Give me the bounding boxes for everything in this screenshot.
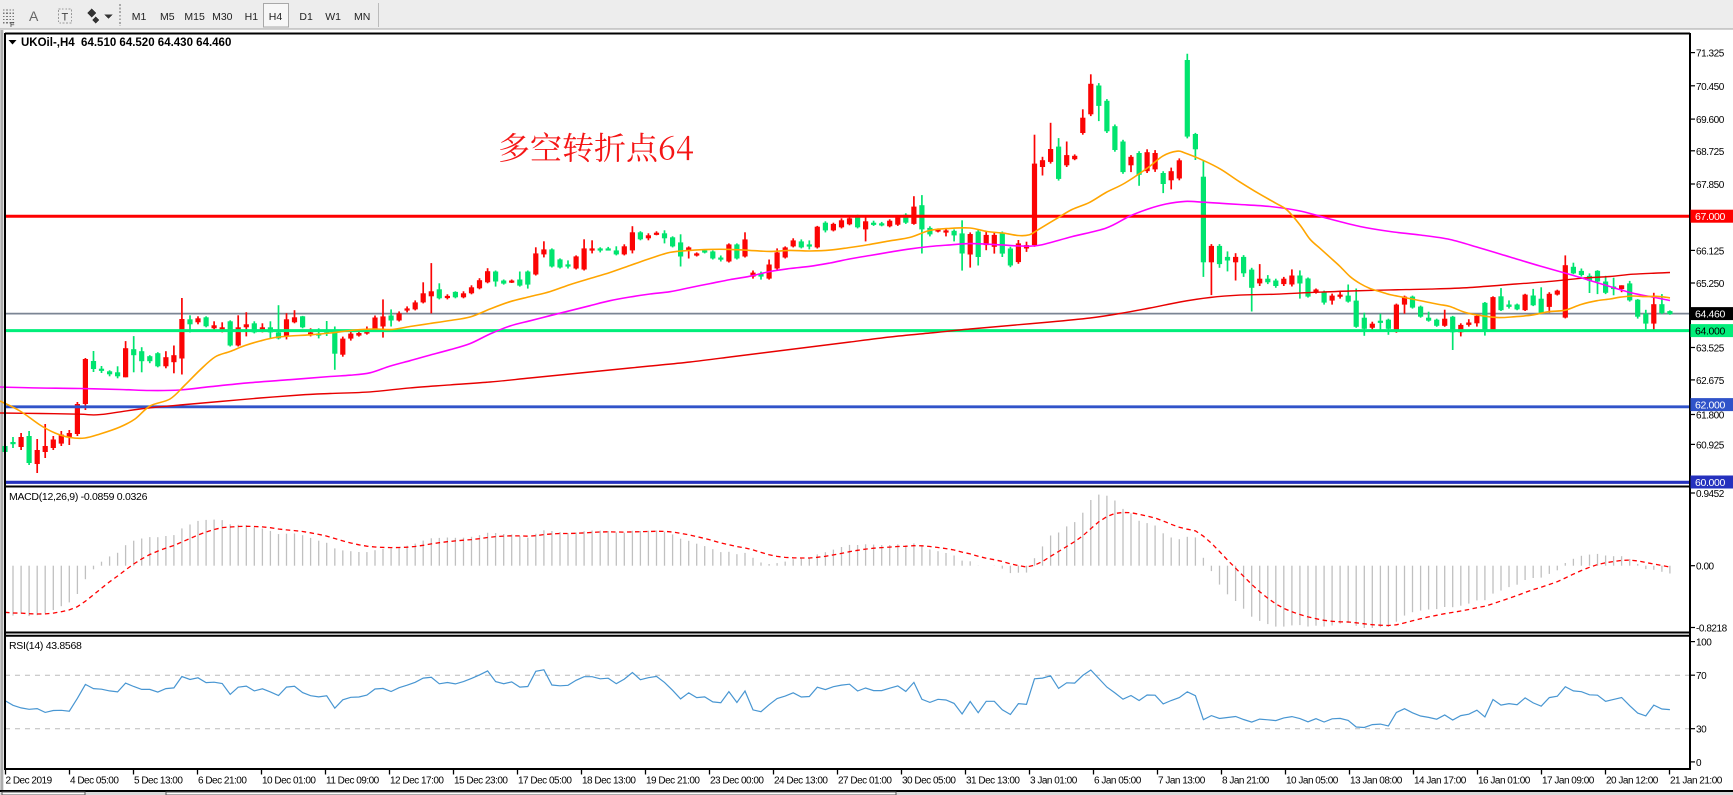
svg-text:67.000: 67.000	[1695, 211, 1726, 223]
svg-text:100: 100	[1696, 638, 1712, 649]
svg-text:20 Jan 12:00: 20 Jan 12:00	[1606, 776, 1659, 787]
svg-text:60.925: 60.925	[1696, 440, 1725, 451]
svg-text:64.000: 64.000	[1695, 326, 1726, 338]
svg-text:17 Jan 09:00: 17 Jan 09:00	[1542, 776, 1595, 787]
svg-text:0: 0	[1696, 758, 1702, 769]
svg-text:M5: M5	[160, 11, 175, 23]
svg-text:30 Dec 05:00: 30 Dec 05:00	[902, 776, 956, 787]
svg-text:D1: D1	[299, 11, 313, 23]
svg-text:23 Dec 00:00: 23 Dec 00:00	[710, 776, 764, 787]
svg-text:13 Jan 08:00: 13 Jan 08:00	[1350, 776, 1403, 787]
svg-text:17 Dec 05:00: 17 Dec 05:00	[518, 776, 572, 787]
svg-text:M1: M1	[132, 11, 147, 23]
svg-text:63.525: 63.525	[1696, 344, 1725, 355]
svg-text:18 Dec 13:00: 18 Dec 13:00	[582, 776, 636, 787]
svg-text:12 Dec 17:00: 12 Dec 17:00	[390, 776, 444, 787]
svg-text:70: 70	[1696, 671, 1707, 682]
svg-text:3 Jan 01:00: 3 Jan 01:00	[1030, 776, 1078, 787]
svg-text:27 Dec 01:00: 27 Dec 01:00	[838, 776, 892, 787]
svg-text:MACD(12,26,9) -0.0859 0.0326: MACD(12,26,9) -0.0859 0.0326	[9, 491, 148, 503]
svg-text:10 Jan 05:00: 10 Jan 05:00	[1286, 776, 1339, 787]
svg-text:21 Jan 21:00: 21 Jan 21:00	[1670, 776, 1723, 787]
svg-text:H4: H4	[269, 11, 283, 23]
svg-text:6 Dec 21:00: 6 Dec 21:00	[198, 776, 247, 787]
svg-text:66.125: 66.125	[1696, 246, 1725, 257]
svg-text:10 Dec 01:00: 10 Dec 01:00	[262, 776, 316, 787]
svg-text:T: T	[62, 12, 69, 24]
svg-text:62.000: 62.000	[1695, 400, 1726, 412]
svg-text:F: F	[10, 20, 15, 29]
svg-text:MN: MN	[354, 11, 370, 23]
svg-text:0.00: 0.00	[1696, 562, 1715, 573]
svg-text:71.325: 71.325	[1696, 49, 1725, 60]
svg-text:4 Dec 05:00: 4 Dec 05:00	[70, 776, 119, 787]
svg-text:64.460: 64.460	[1695, 309, 1726, 321]
svg-text:-0.8218: -0.8218	[1696, 624, 1728, 635]
svg-text:8 Jan 21:00: 8 Jan 21:00	[1222, 776, 1270, 787]
svg-text:0.9452: 0.9452	[1696, 489, 1725, 500]
svg-text:31 Dec 13:00: 31 Dec 13:00	[966, 776, 1020, 787]
svg-text:A: A	[29, 8, 39, 24]
svg-text:6 Jan 05:00: 6 Jan 05:00	[1094, 776, 1142, 787]
svg-text:60.000: 60.000	[1695, 477, 1726, 489]
svg-text:69.600: 69.600	[1696, 115, 1725, 126]
svg-text:M30: M30	[212, 11, 233, 23]
svg-text:W1: W1	[325, 11, 341, 23]
svg-text:67.850: 67.850	[1696, 180, 1725, 191]
svg-text:68.725: 68.725	[1696, 147, 1725, 158]
svg-text:62.675: 62.675	[1696, 376, 1725, 387]
svg-text:RSI(14) 43.8568: RSI(14) 43.8568	[9, 640, 82, 652]
svg-text:14 Jan 17:00: 14 Jan 17:00	[1414, 776, 1467, 787]
svg-text:UKOil-,H4 64.510 64.520 64.43: UKOil-,H4 64.510 64.520 64.430 64.460	[21, 37, 231, 49]
svg-text:5 Dec 13:00: 5 Dec 13:00	[134, 776, 183, 787]
svg-text:70.450: 70.450	[1696, 82, 1725, 93]
svg-text:15 Dec 23:00: 15 Dec 23:00	[454, 776, 508, 787]
svg-text:2 Dec 2019: 2 Dec 2019	[6, 776, 53, 787]
svg-text:16 Jan 01:00: 16 Jan 01:00	[1478, 776, 1531, 787]
svg-text:7 Jan 13:00: 7 Jan 13:00	[1158, 776, 1206, 787]
svg-text:61.800: 61.800	[1696, 411, 1725, 422]
svg-text:11 Dec 09:00: 11 Dec 09:00	[326, 776, 380, 787]
svg-text:19 Dec 21:00: 19 Dec 21:00	[646, 776, 700, 787]
svg-text:H1: H1	[245, 11, 259, 23]
svg-text:30: 30	[1696, 725, 1707, 736]
svg-text:65.250: 65.250	[1696, 279, 1725, 290]
svg-text:M15: M15	[184, 11, 205, 23]
svg-text:24 Dec 13:00: 24 Dec 13:00	[774, 776, 828, 787]
